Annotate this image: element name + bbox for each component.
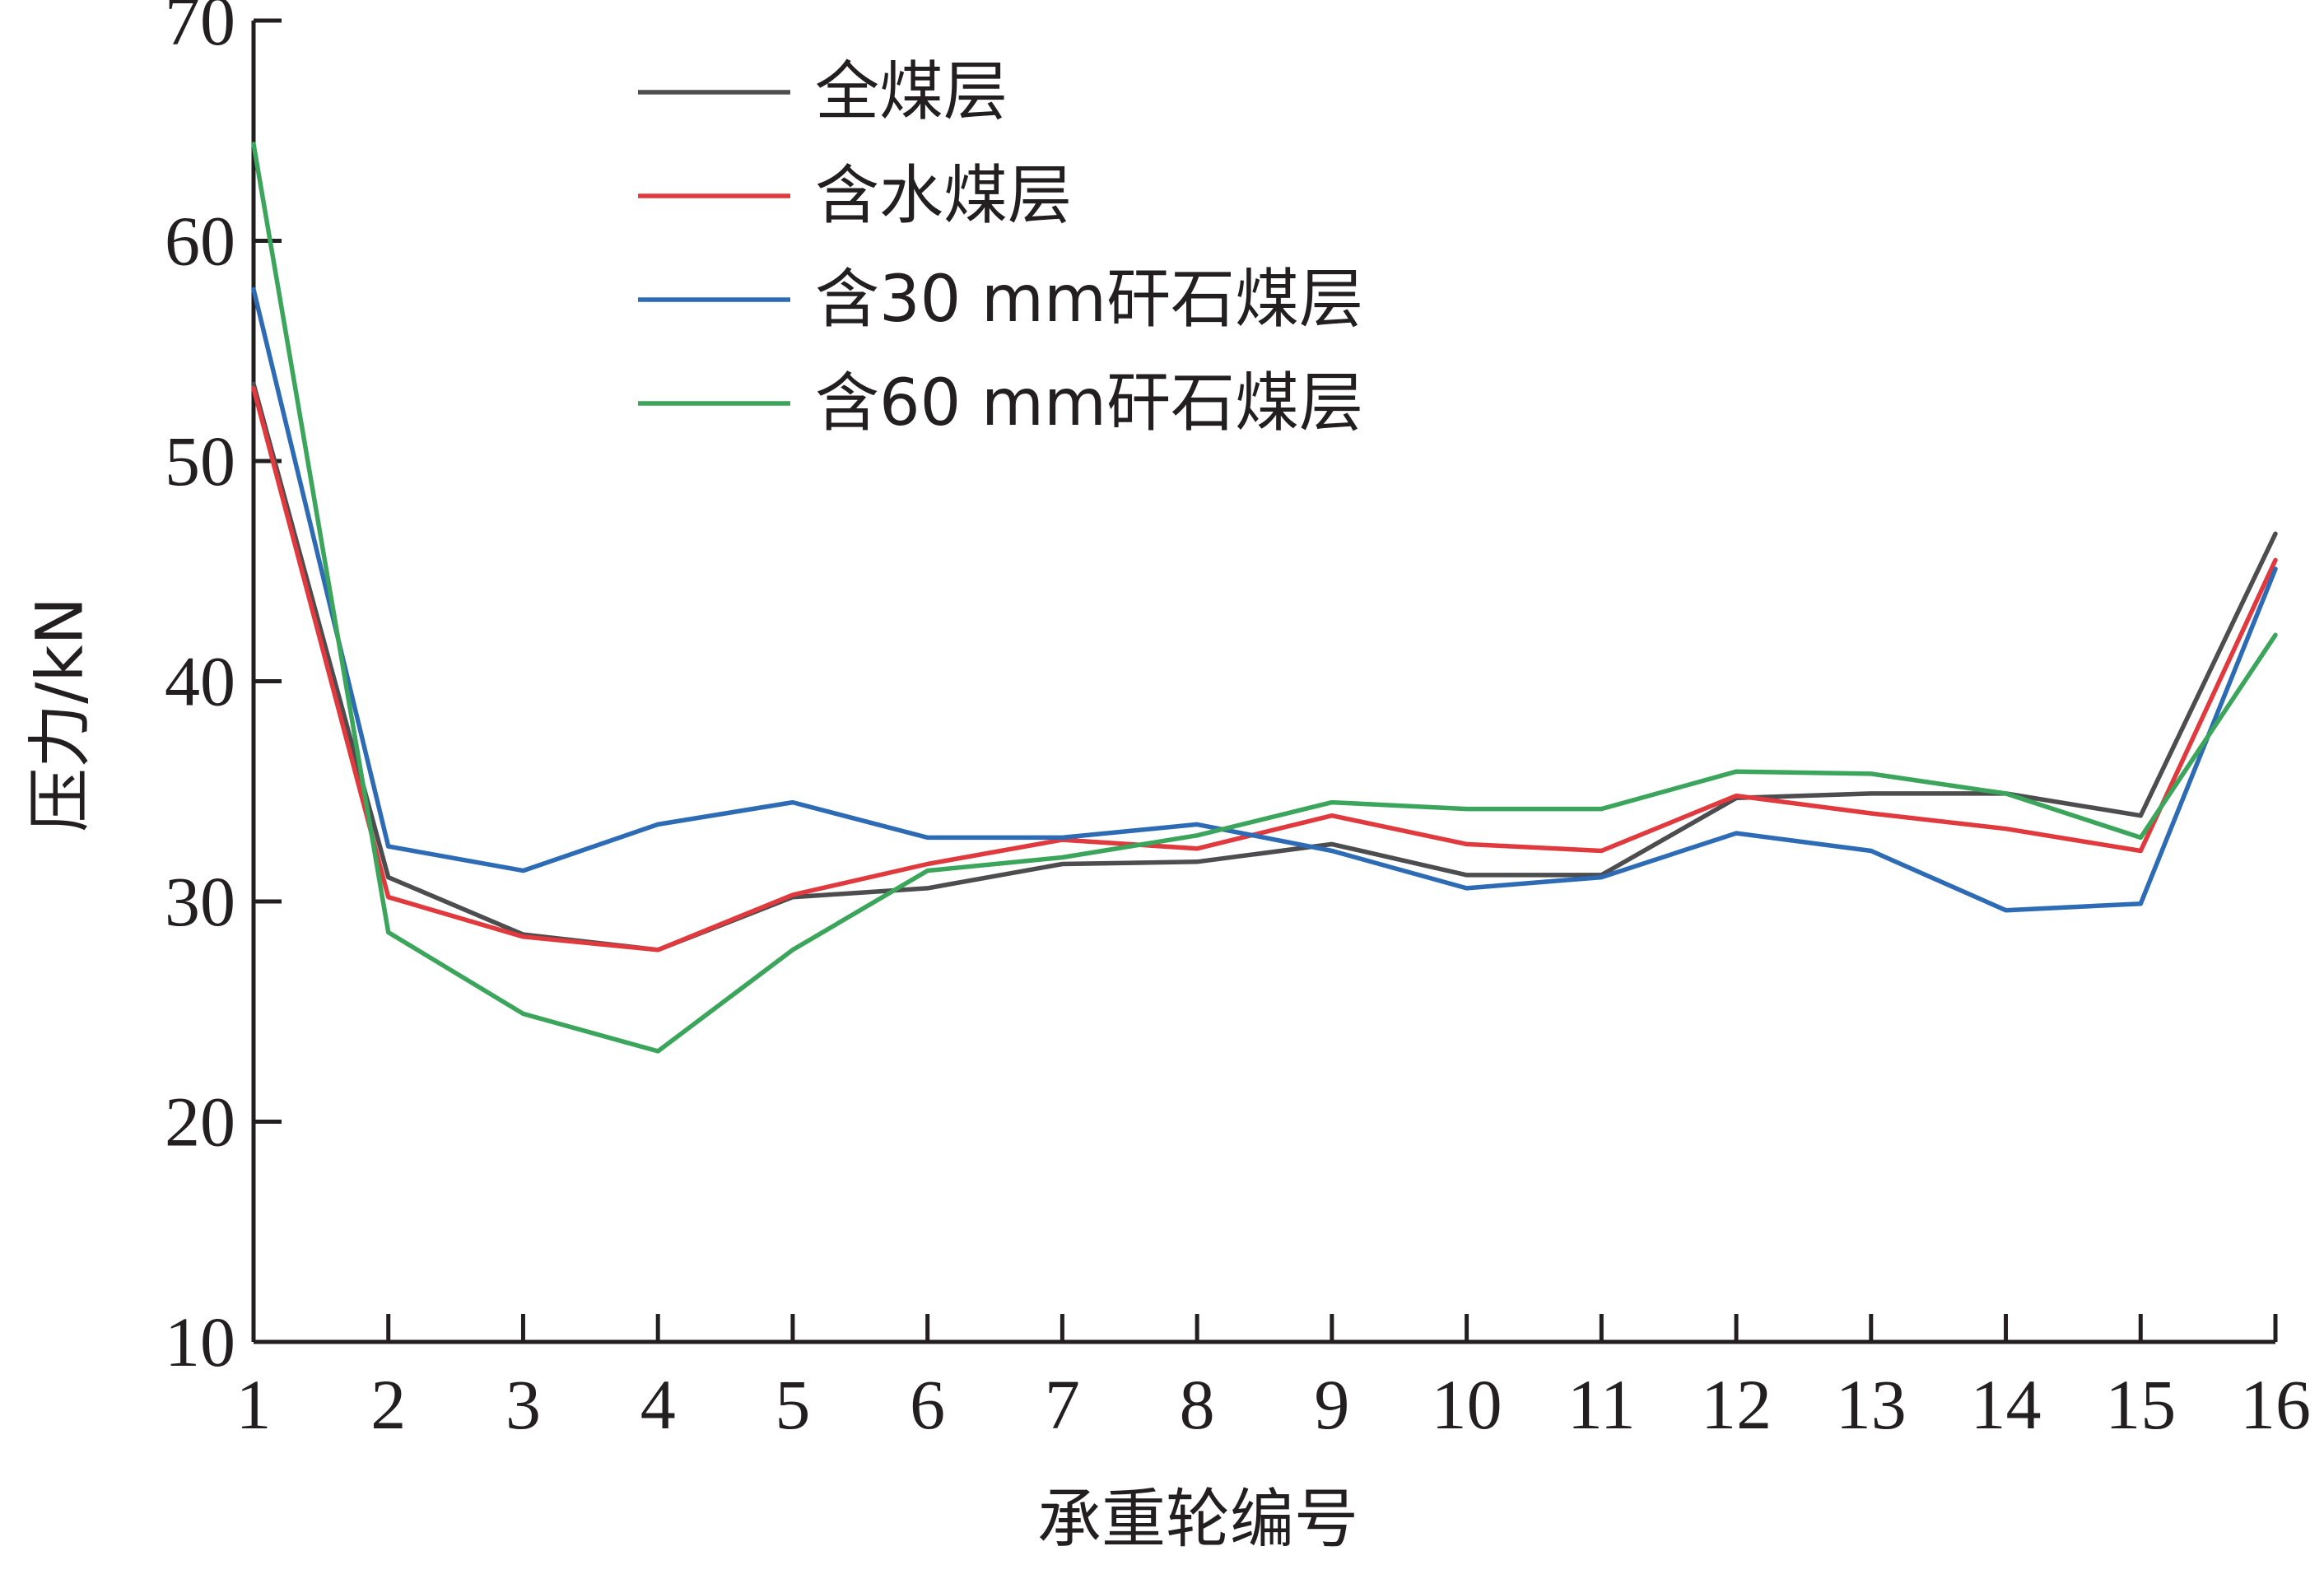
y-tick-label: 30 bbox=[165, 862, 235, 941]
x-tick-label: 11 bbox=[1567, 1365, 1636, 1444]
x-tick-label: 1 bbox=[236, 1365, 272, 1444]
y-tick-label: 10 bbox=[165, 1302, 235, 1381]
series-line bbox=[251, 381, 2278, 953]
y-axis-title: 压力/kN bbox=[23, 597, 97, 832]
axes bbox=[251, 21, 2275, 1344]
legend-label: 含30 mm矸石煤层 bbox=[815, 263, 1363, 337]
y-tick-label: 20 bbox=[165, 1083, 235, 1162]
series-line bbox=[251, 385, 2278, 953]
x-tick-label: 12 bbox=[1701, 1365, 1772, 1444]
x-tick-label: 6 bbox=[910, 1365, 945, 1444]
legend-label: 含水煤层 bbox=[815, 159, 1072, 233]
x-tick-label: 5 bbox=[775, 1365, 810, 1444]
x-tick-label: 13 bbox=[1836, 1365, 1907, 1444]
series-line bbox=[251, 286, 2278, 913]
x-tick-label: 14 bbox=[1971, 1365, 2042, 1444]
x-ticks: 1 2 3 4 5 6 7 8 9 10 11 12 13 14 15 16 bbox=[236, 1314, 2311, 1444]
x-tick-label: 9 bbox=[1314, 1365, 1349, 1444]
y-tick-label: 70 bbox=[165, 0, 235, 60]
y-ticks: 10 20 30 40 50 60 70 bbox=[165, 0, 282, 1381]
series-lines bbox=[251, 142, 2278, 1054]
x-tick-label: 16 bbox=[2240, 1365, 2311, 1444]
x-tick-label: 15 bbox=[2105, 1365, 2176, 1444]
x-tick-label: 2 bbox=[370, 1365, 406, 1444]
x-tick-label: 7 bbox=[1045, 1365, 1080, 1444]
y-tick-label: 40 bbox=[165, 642, 235, 721]
series-line bbox=[251, 142, 2278, 1054]
y-tick-label: 50 bbox=[165, 422, 235, 501]
x-tick-label: 4 bbox=[640, 1365, 676, 1444]
x-tick-label: 8 bbox=[1180, 1365, 1215, 1444]
x-tick-label: 3 bbox=[505, 1365, 541, 1444]
x-axis-title: 承重轮编号 bbox=[1037, 1483, 1358, 1557]
legend-label: 含60 mm矸石煤层 bbox=[815, 366, 1363, 440]
legend-label: 全煤层 bbox=[815, 55, 1008, 129]
x-tick-label: 10 bbox=[1432, 1365, 1502, 1444]
y-tick-label: 60 bbox=[165, 202, 235, 281]
